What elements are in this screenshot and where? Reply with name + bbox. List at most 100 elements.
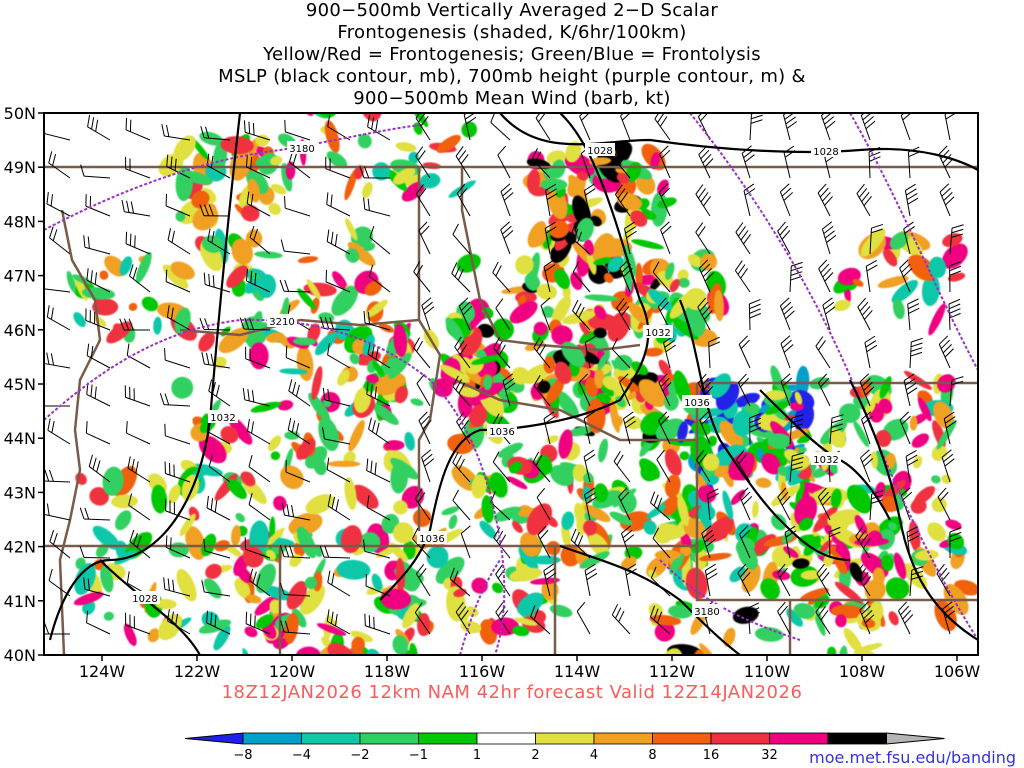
wind-barb	[650, 491, 671, 521]
barb-flag	[505, 382, 516, 391]
barb-flag	[91, 117, 95, 130]
barb-flag	[127, 456, 131, 469]
wind-barb	[815, 336, 831, 369]
source-link[interactable]: moe.met.fsu.edu/banding	[809, 748, 1016, 767]
barb-flag	[544, 568, 556, 576]
barb-flag	[940, 339, 951, 349]
shade-cell	[635, 173, 656, 195]
barb-flag	[650, 491, 656, 503]
barb-flag	[243, 120, 246, 133]
wind-barb	[322, 427, 351, 445]
shade-cell	[366, 71, 387, 94]
barb-flag	[254, 272, 257, 285]
wind-barb	[949, 261, 962, 293]
shade-cell	[226, 478, 247, 500]
wind-barb	[449, 567, 471, 597]
shade-cell	[363, 242, 376, 252]
barb-flag	[782, 377, 793, 387]
barb-flag	[938, 335, 949, 345]
shade-cell	[348, 419, 365, 452]
barb-flag	[656, 449, 665, 460]
wind-barb	[164, 423, 191, 445]
barb-flag	[819, 187, 829, 198]
shade-cell	[658, 359, 672, 378]
barb-flag	[779, 491, 789, 502]
barb-flag	[500, 183, 511, 192]
state-borders	[44, 165, 978, 655]
barb-flag	[497, 568, 506, 579]
barb-flag	[96, 460, 101, 473]
barb-flag	[859, 373, 870, 383]
wind-barb	[246, 191, 271, 217]
wind-barb	[656, 449, 671, 483]
wind-barb	[905, 449, 919, 483]
title-line: 900−500mb Mean Wind (barb, kt)	[353, 88, 671, 109]
shade-cell	[699, 643, 721, 655]
wind-barb	[85, 308, 111, 331]
barb-flag	[47, 418, 51, 431]
shade-cell	[584, 294, 619, 302]
colorbar-tick-label: −2	[350, 748, 369, 763]
shade-cell	[517, 592, 544, 616]
wind-barb	[327, 342, 351, 369]
barb-flag	[660, 221, 670, 231]
contour-label-bg	[130, 591, 160, 604]
wind-barb	[620, 525, 635, 559]
wind-barb	[279, 279, 311, 293]
shade-cell	[783, 546, 799, 558]
barb-flag	[744, 188, 756, 196]
shade-cell	[405, 87, 428, 111]
barb-flag	[708, 336, 720, 343]
shade-cell	[489, 472, 508, 498]
shade-cell	[843, 628, 863, 654]
wind-barb	[701, 525, 716, 559]
barb-flag	[785, 116, 796, 125]
shade-cell	[432, 378, 453, 398]
barb-flag	[86, 268, 89, 281]
barb-shaft	[165, 281, 191, 293]
wind-barb	[817, 487, 831, 521]
barb-flag	[281, 503, 285, 516]
barb-flag	[331, 496, 336, 509]
barb-flag	[455, 146, 464, 157]
wind-barb	[129, 529, 151, 559]
barb-flag	[865, 340, 877, 348]
wind-barb	[44, 404, 71, 407]
shade-cell	[412, 508, 432, 527]
wind-barb	[416, 373, 431, 407]
barb-flag	[939, 183, 950, 193]
barb-flag	[866, 264, 878, 272]
barb-shaft	[497, 154, 511, 179]
barb-flag	[624, 221, 635, 229]
barb-flag	[780, 183, 790, 193]
barb-flag	[131, 458, 135, 471]
barb-flag	[856, 183, 865, 194]
barb-flag	[949, 270, 962, 276]
wind-barb	[87, 114, 111, 141]
shade-cell	[352, 484, 379, 509]
shade-cell	[640, 463, 659, 482]
barb-flag	[705, 538, 716, 548]
barb-flag	[164, 348, 166, 361]
barb-flag	[662, 381, 672, 392]
wind-barb	[614, 184, 631, 217]
wind-barb	[696, 450, 711, 483]
barb-flag	[170, 156, 173, 169]
barb-flag	[536, 487, 546, 498]
barb-flag	[700, 263, 711, 273]
barb-flag	[620, 192, 628, 203]
shade-cell	[297, 256, 319, 264]
barb-flag	[575, 303, 582, 315]
barb-flag	[739, 567, 749, 578]
shade-cell	[665, 262, 675, 280]
shade-cell	[867, 530, 883, 546]
barb-flag	[206, 495, 209, 508]
shade-cell	[583, 504, 611, 523]
shade-cell	[927, 522, 946, 542]
barb-flag	[659, 116, 668, 127]
barb-flag	[135, 461, 139, 474]
barb-flag	[661, 149, 671, 159]
barb-flag	[502, 187, 512, 197]
barb-flag	[214, 500, 218, 513]
shade-cell	[558, 429, 573, 459]
